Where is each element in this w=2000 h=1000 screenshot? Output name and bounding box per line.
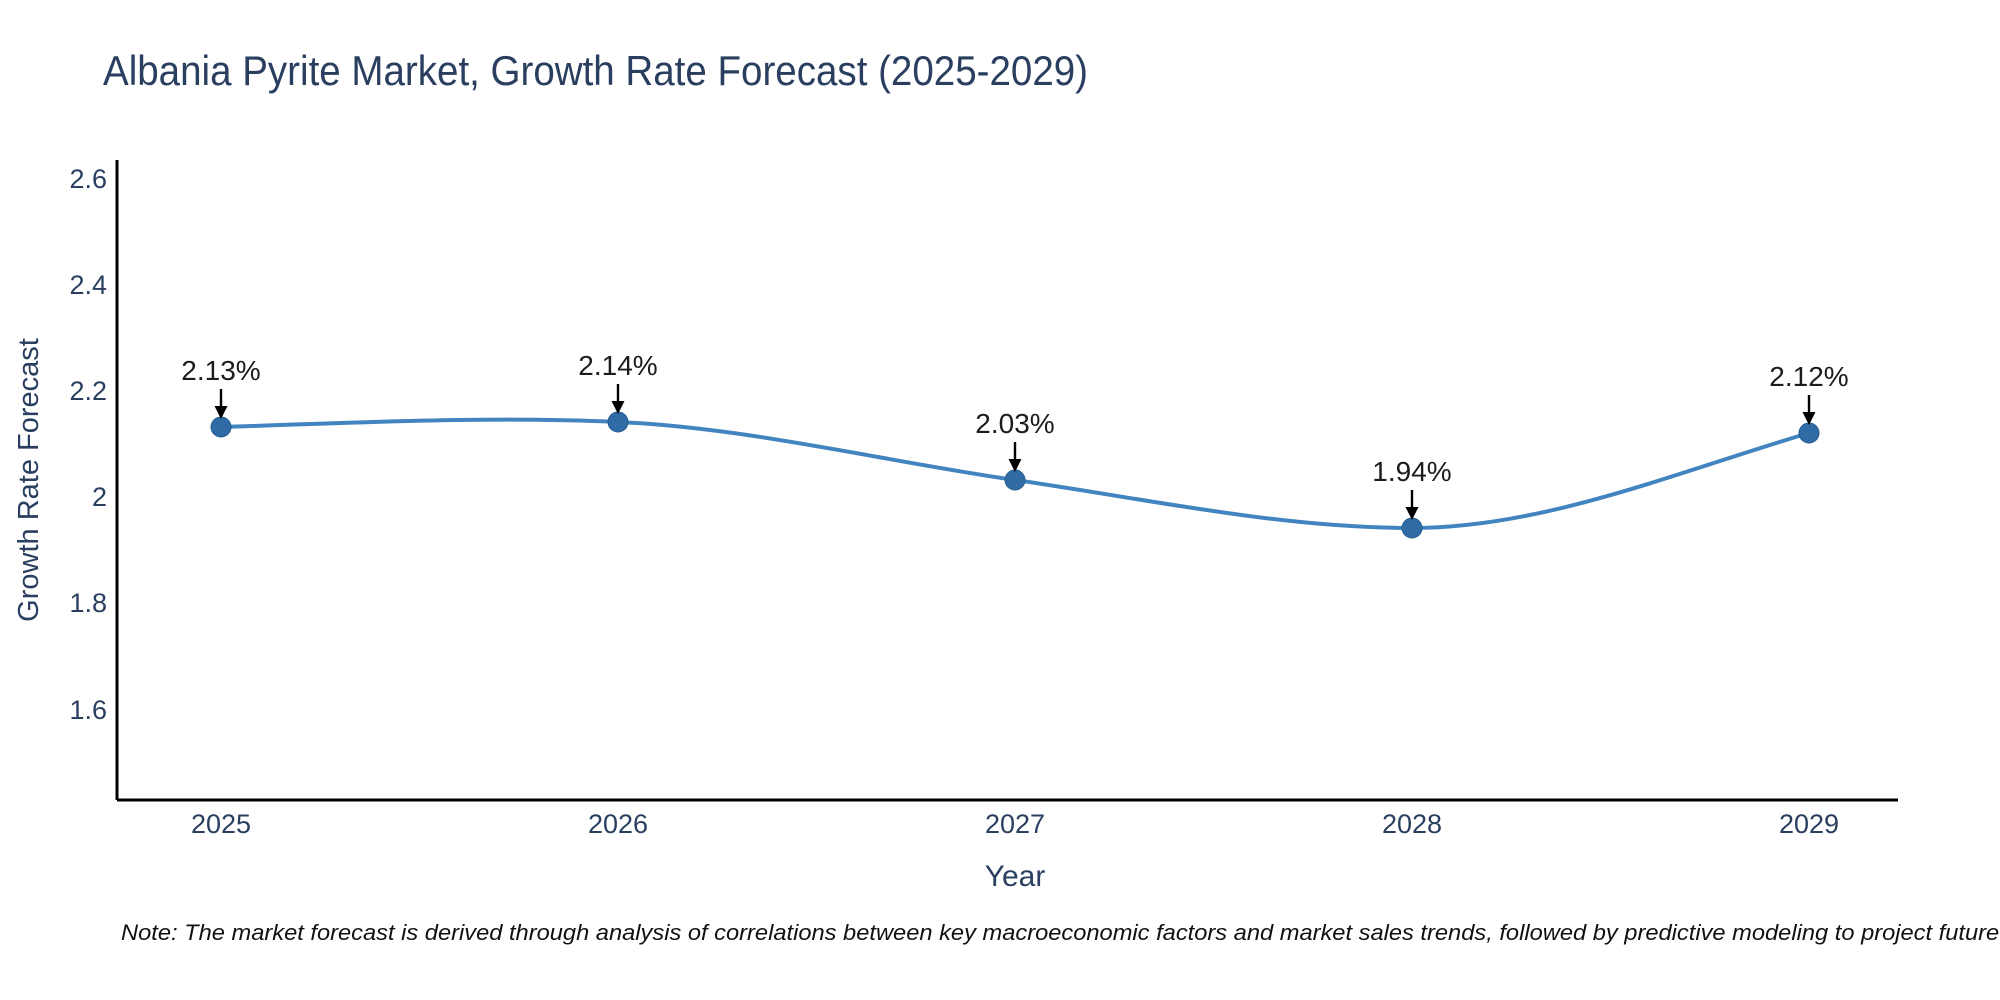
x-tick-2025: 2025 bbox=[191, 809, 251, 839]
data-point-2025[interactable] bbox=[210, 416, 232, 438]
y-tick-1-6: 1.6 bbox=[69, 695, 107, 725]
annotation-arrowhead bbox=[1802, 412, 1816, 425]
y-tick-2-6: 2.6 bbox=[69, 164, 107, 194]
annotation-2026: 2.14% bbox=[578, 350, 658, 414]
chart-title: Albania Pyrite Market, Growth Rate Forec… bbox=[103, 47, 1088, 94]
x-tick-2027: 2027 bbox=[985, 809, 1045, 839]
data-point-2029[interactable] bbox=[1798, 422, 1820, 444]
y-tick-2-2: 2.2 bbox=[69, 376, 107, 406]
y-tick-2-0: 2 bbox=[92, 482, 107, 512]
annotation-2028: 1.94% bbox=[1372, 456, 1452, 520]
annotation-arrowhead bbox=[1008, 459, 1022, 472]
x-tick-2029: 2029 bbox=[1779, 809, 1839, 839]
point-label-2025: 2.13% bbox=[181, 355, 260, 386]
x-tick-2026: 2026 bbox=[588, 809, 648, 839]
footnote: Note: The market forecast is derived thr… bbox=[121, 920, 2000, 945]
data-point-2027[interactable] bbox=[1004, 469, 1026, 491]
point-label-2029: 2.12% bbox=[1769, 361, 1848, 392]
point-label-2027: 2.03% bbox=[975, 408, 1054, 439]
x-axis: 2025 2026 2027 2028 2029 Year bbox=[117, 798, 1898, 893]
x-tick-2028: 2028 bbox=[1382, 809, 1442, 839]
point-label-2026: 2.14% bbox=[578, 350, 657, 381]
annotation-arrowhead bbox=[611, 401, 625, 414]
y-tick-1-8: 1.8 bbox=[69, 588, 107, 618]
y-axis: Growth Rate Forecast 2.6 2.4 2.2 2 1.8 1… bbox=[13, 160, 119, 800]
point-label-2028: 1.94% bbox=[1372, 456, 1451, 487]
annotation-arrowhead bbox=[1405, 507, 1419, 520]
data-points bbox=[210, 411, 1820, 539]
annotation-arrowhead bbox=[214, 406, 228, 419]
annotation-2029: 2.12% bbox=[1769, 361, 1849, 425]
x-axis-title: Year bbox=[985, 860, 1046, 893]
annotation-2027: 2.03% bbox=[975, 408, 1055, 472]
data-point-2026[interactable] bbox=[607, 411, 629, 433]
y-axis-title: Growth Rate Forecast bbox=[13, 338, 45, 622]
annotation-2025: 2.13% bbox=[181, 355, 261, 419]
y-tick-2-4: 2.4 bbox=[69, 270, 107, 300]
data-point-2028[interactable] bbox=[1401, 517, 1423, 539]
